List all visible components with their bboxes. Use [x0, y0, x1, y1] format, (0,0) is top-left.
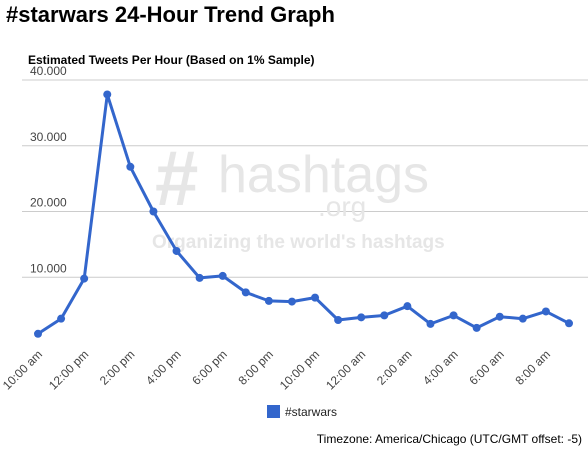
data-point[interactable] [195, 273, 204, 282]
x-tick-label: 10:00 am [0, 347, 45, 392]
data-point[interactable] [103, 90, 112, 99]
data-point[interactable] [334, 315, 343, 324]
watermark-logo-hash: # [155, 134, 198, 222]
x-tick-label: 6:00 pm [189, 347, 230, 388]
chart-title: Estimated Tweets Per Hour (Based on 1% S… [28, 53, 315, 67]
watermark-logo-domain: .org [318, 191, 366, 222]
grid-lines [22, 79, 588, 278]
timezone-note: Timezone: America/Chicago (UTC/GMT offse… [316, 432, 582, 446]
legend-swatch-starwars [267, 405, 280, 418]
data-point[interactable] [565, 319, 573, 328]
watermark-tagline: Organizing the world's hashtags [152, 232, 445, 253]
x-tick-label: 12:00 pm [46, 347, 91, 392]
y-tick-label: 30.000 [30, 130, 67, 144]
y-tick-label: 10.000 [30, 261, 67, 275]
data-point[interactable] [57, 314, 66, 323]
x-tick-label: 2:00 am [374, 347, 415, 388]
legend[interactable]: #starwars [267, 405, 337, 419]
x-tick-label: 12:00 am [323, 347, 368, 392]
data-point[interactable] [264, 296, 273, 305]
x-tick-label: 8:00 am [512, 347, 553, 388]
page-title: #starwars 24-Hour Trend Graph [6, 2, 335, 27]
data-point[interactable] [380, 311, 389, 320]
data-point[interactable] [287, 297, 296, 306]
data-point[interactable] [241, 288, 250, 297]
series-starwars [34, 90, 573, 338]
x-tick-label: 4:00 am [420, 347, 461, 388]
hashtags-org-watermark: # hashtags .org Organizing the world's h… [152, 134, 445, 253]
data-point[interactable] [311, 293, 320, 302]
data-point[interactable] [149, 207, 158, 216]
data-point[interactable] [541, 307, 550, 316]
series-line [37, 93, 570, 336]
data-point[interactable] [403, 302, 412, 311]
data-point[interactable] [80, 274, 89, 283]
y-tick-label: 20.000 [30, 196, 67, 210]
y-axis-tick-labels: 10.000 20.000 30.000 40.000 [30, 64, 67, 275]
x-tick-label: 6:00 am [466, 347, 507, 388]
data-point[interactable] [518, 314, 527, 323]
x-tick-label: 8:00 pm [235, 347, 276, 388]
x-tick-label: 2:00 pm [97, 347, 138, 388]
x-axis-tick-labels: 10:00 am 12:00 pm 2:00 pm 4:00 pm 6:00 pm 8:0… [0, 347, 553, 392]
data-point[interactable] [126, 162, 135, 171]
data-point[interactable] [218, 271, 227, 280]
x-tick-label: 4:00 pm [143, 347, 184, 388]
y-tick-label: 40.000 [30, 64, 67, 78]
data-point[interactable] [34, 329, 42, 338]
legend-label-starwars: #starwars [285, 405, 337, 419]
data-point[interactable] [472, 323, 481, 332]
x-tick-label: 10:00 pm [277, 347, 322, 392]
data-point[interactable] [357, 313, 366, 322]
data-point[interactable] [495, 312, 504, 321]
watermark-logo-word: hashtags [218, 146, 429, 204]
data-point[interactable] [449, 311, 458, 320]
data-point[interactable] [172, 246, 181, 255]
data-point[interactable] [426, 319, 435, 328]
